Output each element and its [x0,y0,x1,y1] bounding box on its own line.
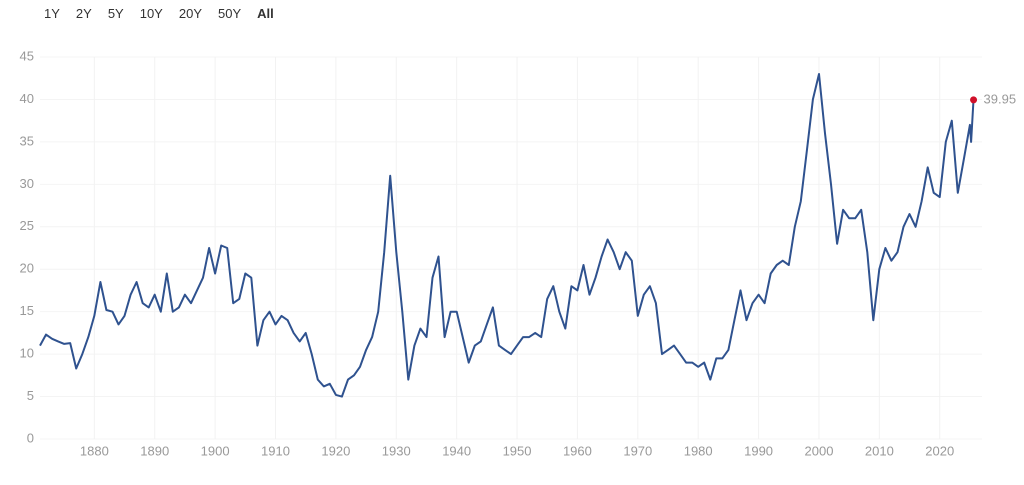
x-tick-label: 2000 [805,443,834,458]
range-button[interactable]: 1Y [44,6,60,21]
y-tick-label: 0 [27,430,34,445]
x-tick-label: 1890 [140,443,169,458]
x-tick-label: 1900 [201,443,230,458]
range-button[interactable]: 50Y [218,6,242,21]
range-button[interactable]: All [257,6,274,21]
y-tick-label: 35 [20,133,34,148]
last-point [970,96,978,104]
x-tick-label: 1920 [321,443,350,458]
x-tick-label: 1950 [503,443,532,458]
y-tick-label: 40 [20,91,34,106]
range-button[interactable]: 10Y [139,6,163,21]
last-value-label: 39.95 [984,91,1017,106]
line [39,73,975,398]
x-tick-label: 2010 [865,443,894,458]
range-button[interactable]: 5Y [107,6,124,21]
y-tick-label: 20 [20,261,34,276]
x-tick-label: 2020 [925,443,954,458]
x-tick-label: 1930 [382,443,411,458]
y-tick-label: 25 [20,218,34,233]
y-tick-label: 45 [20,48,34,63]
x-tick-label: 1880 [80,443,109,458]
y-tick-label: 5 [27,388,34,403]
x-tick-label: 1910 [261,443,290,458]
range-button[interactable]: 20Y [178,6,202,21]
range-buttons: 1Y 2Y 5Y 10Y 20Y 50Y All [36,6,282,21]
x-tick-label: 1990 [744,443,773,458]
y-tick-label: 30 [20,176,34,191]
x-tick-label: 1940 [442,443,471,458]
y-tick-label: 15 [20,303,34,318]
x-tick-label: 1980 [684,443,713,458]
y-tick-label: 10 [20,346,34,361]
x-tick-label: 1960 [563,443,592,458]
x-tick-label: 1970 [623,443,652,458]
range-button[interactable]: 2Y [75,6,92,21]
